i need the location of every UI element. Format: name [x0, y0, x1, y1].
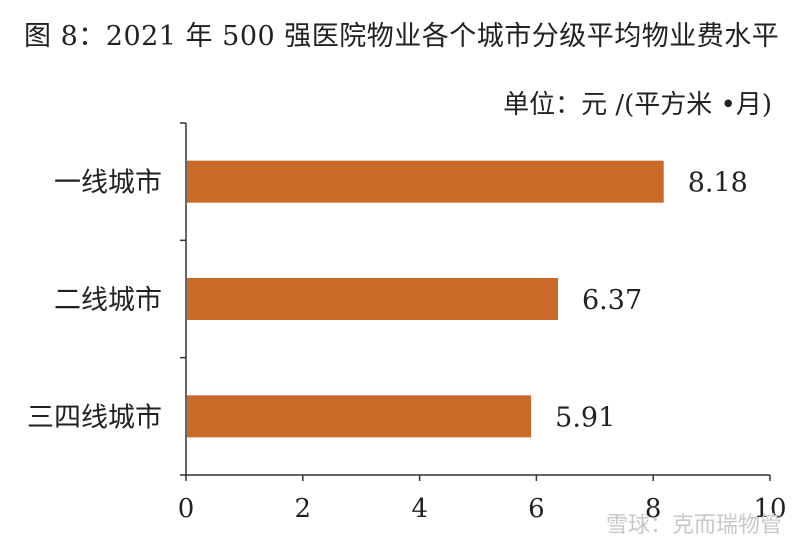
x-tick-label: 10 — [753, 494, 786, 524]
x-tick-label: 4 — [411, 494, 428, 524]
x-tick-label: 2 — [295, 494, 312, 524]
watermark: 雪球：克而瑞物管 — [605, 513, 782, 538]
chart-title: 图 8：2021 年 500 强医院物业各个城市分级平均物业费水平 — [24, 21, 780, 52]
value-label: 6.37 — [582, 285, 642, 316]
category-label: 二线城市 — [54, 285, 162, 316]
x-tick-label: 0 — [178, 494, 195, 524]
bar — [187, 395, 532, 438]
value-label: 8.18 — [688, 168, 748, 199]
category-label: 一线城市 — [54, 168, 162, 199]
category-label: 三四线城市 — [27, 402, 162, 433]
bar — [187, 160, 664, 203]
x-tick-label: 6 — [528, 494, 545, 524]
value-label: 5.91 — [555, 402, 615, 433]
chart-unit-label: 单位：元 /(平方米 •月) — [503, 90, 772, 120]
x-tick-label: 8 — [645, 494, 662, 524]
bar — [187, 278, 559, 320]
